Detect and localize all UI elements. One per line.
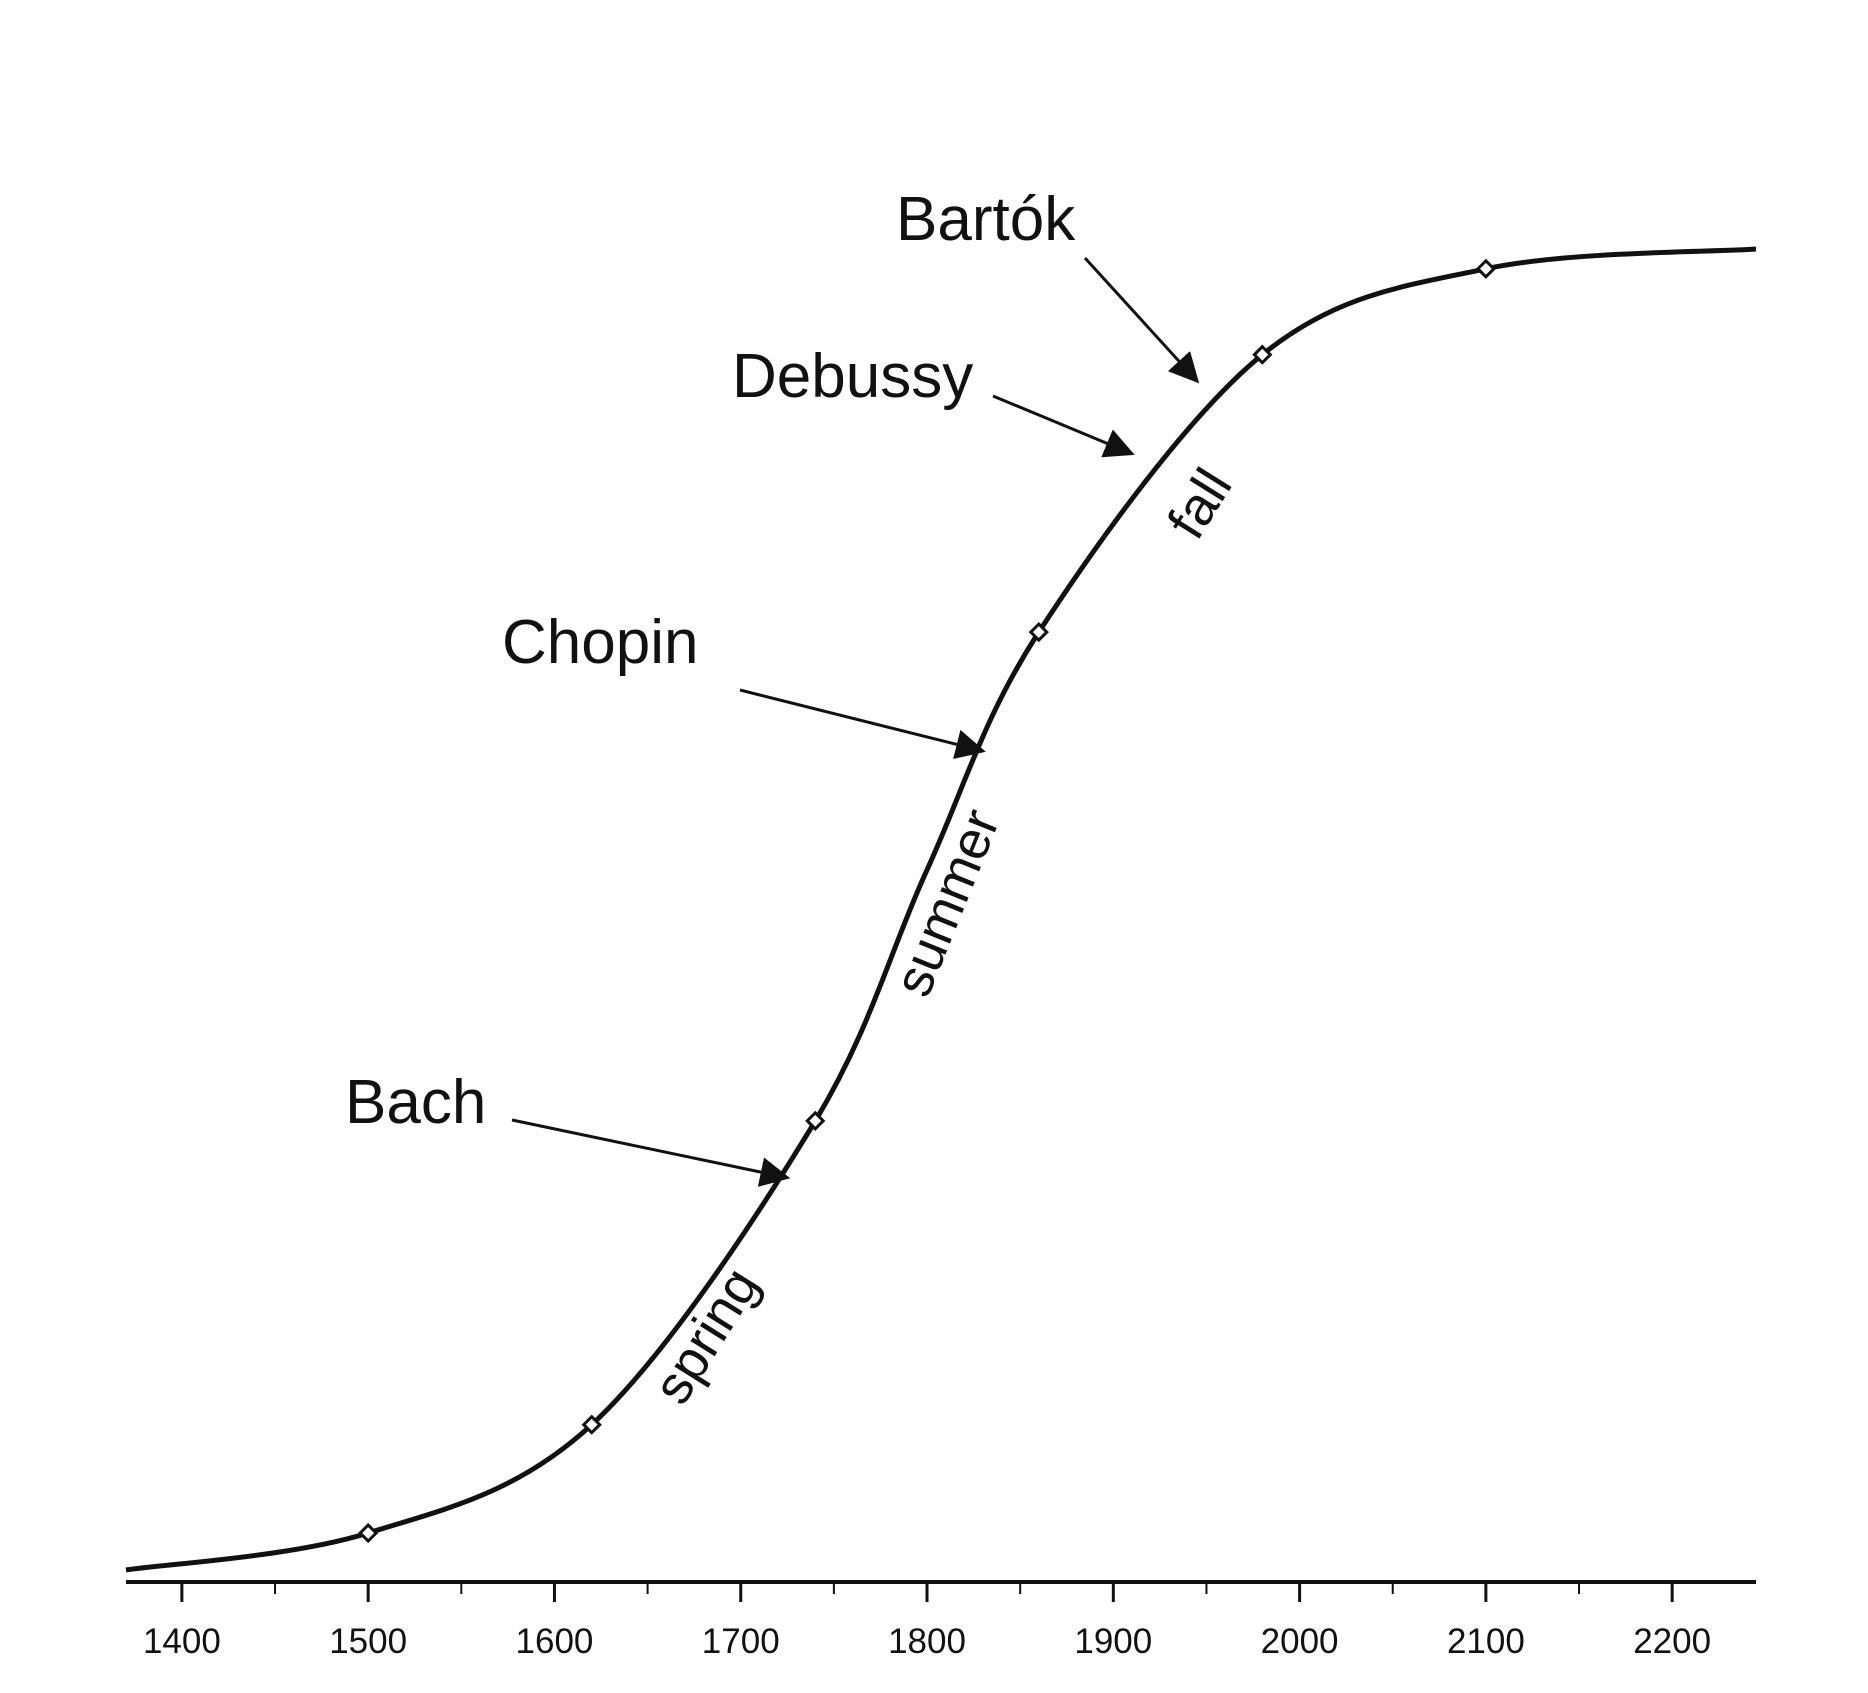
annotation-label: Chopin xyxy=(502,608,698,677)
s-curve-line xyxy=(125,246,1757,1573)
x-tick-label: 1800 xyxy=(888,1622,966,1661)
x-axis-tick-labels: 1400 1500 1600 1700 1800 1900 2000 2100 2200 xyxy=(143,1622,1711,1661)
annotation-arrow xyxy=(511,1118,791,1187)
season-labels: spring summer fall xyxy=(642,458,1244,1414)
x-axis-ticks xyxy=(180,1582,1674,1602)
annotation-label: Bartók xyxy=(896,185,1076,254)
curve-marker xyxy=(1252,344,1273,365)
x-tick-label: 2000 xyxy=(1261,1622,1339,1661)
season-label: fall xyxy=(1156,458,1243,548)
curve-marker xyxy=(805,1110,826,1131)
annotation-arrow xyxy=(992,394,1135,458)
x-tick-label: 1600 xyxy=(516,1622,594,1661)
x-tick-label: 1500 xyxy=(329,1622,407,1661)
curve-marker xyxy=(358,1522,379,1544)
annotation-arrow xyxy=(739,688,986,759)
annotation-label: Debussy xyxy=(732,342,973,411)
x-tick-label: 1900 xyxy=(1074,1622,1152,1661)
composer-annotations: Bach Chopin Debussy Bartók xyxy=(345,185,1200,1187)
x-tick-label: 1400 xyxy=(143,1622,221,1661)
x-tick-label: 1700 xyxy=(702,1622,780,1661)
curve-marker xyxy=(1475,258,1497,279)
annotation-arrow xyxy=(1083,256,1200,384)
curve-markers xyxy=(358,258,1497,1544)
curve-marker xyxy=(1028,621,1049,643)
x-tick-label: 2200 xyxy=(1633,1622,1711,1661)
x-tick-label: 2100 xyxy=(1447,1622,1525,1661)
season-label: spring xyxy=(642,1258,771,1415)
curve-marker xyxy=(581,1414,602,1435)
annotation-label: Bach xyxy=(345,1068,486,1137)
season-label: summer xyxy=(883,801,1012,1004)
